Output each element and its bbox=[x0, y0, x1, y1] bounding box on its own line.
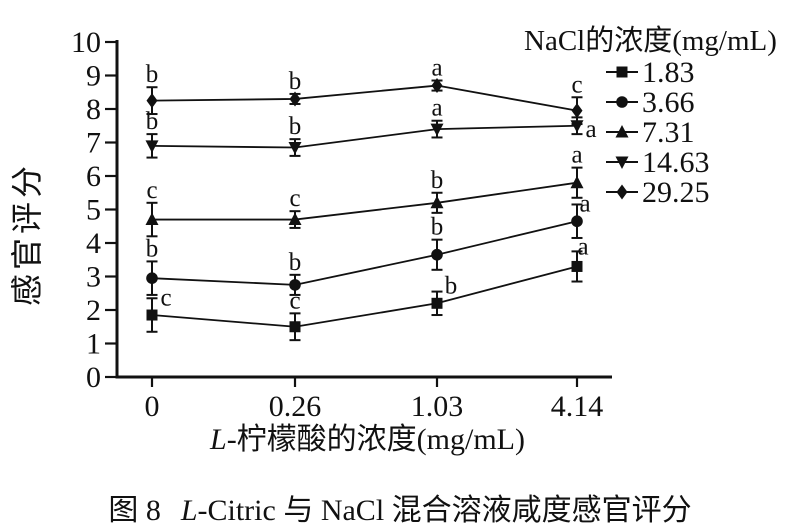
legend-item: 29.25 bbox=[606, 176, 710, 209]
legend-label: 7.31 bbox=[642, 116, 695, 149]
significance-letter: c bbox=[289, 287, 300, 314]
marker-circle bbox=[146, 272, 158, 284]
series-14.63: b baa bbox=[145, 95, 597, 159]
y-tick-label: 5 bbox=[86, 194, 101, 227]
marker-triangle-down bbox=[615, 156, 629, 169]
legend-label: 3.66 bbox=[642, 86, 695, 119]
series-line bbox=[151, 124, 578, 149]
significance-letter: b bbox=[289, 113, 302, 140]
y-tick-label: 7 bbox=[86, 127, 101, 160]
significance-letter: a bbox=[571, 142, 582, 169]
marker-diamond bbox=[289, 91, 301, 107]
significance-letter: b bbox=[445, 273, 458, 300]
marker-diamond bbox=[571, 103, 583, 119]
series-7.31: c c b a bbox=[145, 142, 584, 238]
marker-circle bbox=[616, 96, 628, 108]
x-tick-label: 0 bbox=[145, 390, 160, 423]
y-tick-label: 0 bbox=[86, 361, 101, 394]
caption-italic-l: L bbox=[180, 494, 198, 527]
marker-triangle-down bbox=[430, 123, 444, 137]
series-3.66: b b b a bbox=[146, 190, 591, 296]
significance-letter: c bbox=[571, 71, 582, 98]
marker-circle bbox=[289, 279, 301, 291]
significance-letter: c bbox=[289, 185, 300, 212]
legend-label: 29.25 bbox=[642, 176, 710, 209]
significance-letter: b bbox=[289, 68, 302, 95]
y-tick-label: 9 bbox=[86, 60, 101, 93]
marker-triangle-up bbox=[615, 125, 629, 138]
x-tick-label: 0.26 bbox=[269, 390, 322, 423]
significance-letter: b bbox=[146, 235, 159, 262]
y-tick-label: 3 bbox=[86, 261, 101, 294]
significance-letter: a bbox=[431, 55, 442, 82]
y-tick-label: 2 bbox=[86, 294, 101, 327]
legend-title: NaCl的浓度(mg/mL) bbox=[524, 24, 777, 57]
x-axis-title: L-柠檬酸的浓度(mg/mL) bbox=[209, 423, 525, 456]
marker-triangle-up bbox=[430, 195, 444, 209]
caption-number: 图 8 bbox=[108, 494, 161, 527]
series-29.25: b b a c bbox=[146, 55, 583, 126]
significance-letter: b bbox=[431, 214, 444, 241]
marker-square bbox=[431, 297, 443, 309]
series-line bbox=[151, 265, 578, 328]
legend-item: 7.31 bbox=[606, 116, 695, 149]
marker-square bbox=[616, 66, 628, 78]
legend-item: 14.63 bbox=[606, 146, 710, 179]
series-line bbox=[151, 220, 578, 286]
marker-circle bbox=[571, 215, 583, 228]
marker-diamond bbox=[146, 93, 158, 109]
marker-diamond bbox=[431, 78, 443, 94]
legend-label: 14.63 bbox=[642, 146, 710, 179]
marker-triangle-down bbox=[145, 140, 159, 153]
y-axis-title: 感官评分 bbox=[9, 162, 45, 306]
significance-letter: a bbox=[579, 190, 590, 217]
significance-letter: a bbox=[431, 95, 442, 122]
figure-caption: 图 8 L-Citric 与 NaCl 混合溶液咸度感官评分 bbox=[0, 485, 800, 529]
significance-letter: c bbox=[146, 177, 157, 204]
series-1.83: c cba bbox=[146, 233, 589, 342]
marker-triangle-up bbox=[145, 212, 159, 226]
x-tick-label: 4.14 bbox=[551, 390, 604, 423]
caption-text: -Citric 与 NaCl 混合溶液咸度感官评分 bbox=[197, 494, 692, 527]
marker-diamond bbox=[616, 184, 628, 200]
y-tick-label: 4 bbox=[86, 227, 101, 260]
significance-letter: a bbox=[585, 116, 596, 143]
marker-circle bbox=[431, 248, 443, 261]
marker-square bbox=[146, 309, 158, 321]
significance-letter: a bbox=[577, 233, 588, 260]
x-tick-label: 1.03 bbox=[411, 390, 464, 423]
marker-square bbox=[571, 260, 583, 272]
marker-triangle-up bbox=[288, 212, 302, 226]
significance-letter: b bbox=[431, 167, 444, 194]
y-tick-label: 1 bbox=[86, 328, 101, 361]
y-tick-label: 8 bbox=[86, 93, 101, 126]
marker-triangle-down bbox=[288, 142, 302, 155]
significance-letter: b bbox=[146, 61, 159, 88]
significance-letter: c bbox=[160, 284, 171, 311]
y-tick-label: 6 bbox=[86, 160, 101, 193]
legend-item: 3.66 bbox=[606, 86, 695, 119]
legend-label: 1.83 bbox=[642, 56, 695, 89]
marker-square bbox=[289, 321, 301, 333]
series-line bbox=[152, 181, 578, 221]
y-tick-label: 10 bbox=[71, 26, 101, 59]
series-line bbox=[151, 84, 578, 112]
marker-triangle-up bbox=[570, 175, 584, 189]
significance-letter: b bbox=[289, 249, 302, 276]
legend-item: 1.83 bbox=[606, 56, 695, 89]
